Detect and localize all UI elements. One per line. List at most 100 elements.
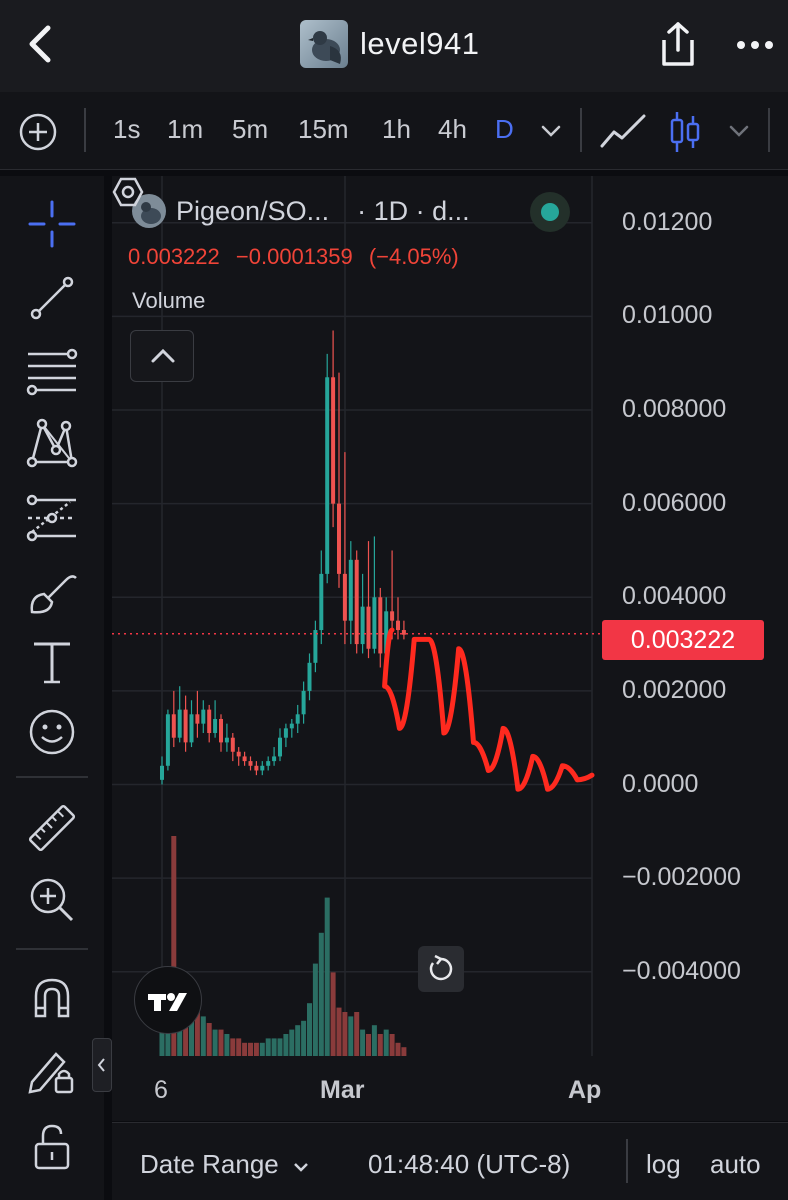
y-tick-label: 0.008000 <box>622 395 727 424</box>
candle-body <box>260 765 265 771</box>
candle-body <box>401 630 406 635</box>
candle-body <box>342 573 347 621</box>
volume-bar <box>236 1038 242 1056</box>
tradingview-logo[interactable] <box>134 966 202 1034</box>
volume-bar <box>259 1042 265 1056</box>
candle-body <box>195 714 200 724</box>
brush-icon[interactable] <box>26 566 78 618</box>
toolbar-divider <box>768 108 770 152</box>
timeframe-1h[interactable]: 1h <box>382 114 411 144</box>
line-chart-icon[interactable] <box>600 112 648 152</box>
auto-scale-toggle[interactable]: auto <box>710 1149 761 1179</box>
candle-body <box>207 709 212 734</box>
volume-bar <box>401 1047 407 1056</box>
y-tick-label: 0.01000 <box>622 301 713 330</box>
candles-icon[interactable] <box>668 108 702 156</box>
timeframe-15m[interactable]: 15m <box>298 114 349 144</box>
pigeon-icon <box>141 202 161 224</box>
y-tick-label: −0.004000 <box>622 956 741 985</box>
chevron-down-icon <box>294 1163 308 1172</box>
candle-body <box>348 559 353 621</box>
volume-bar <box>265 1038 271 1056</box>
ruler-icon[interactable] <box>26 802 78 854</box>
volume-bar <box>377 1034 383 1056</box>
drawing-tools-sidebar <box>0 176 104 1200</box>
candle-body <box>177 709 182 738</box>
rotate-icon <box>429 954 453 981</box>
volume-bar <box>354 1012 360 1056</box>
market-status-indicator[interactable] <box>530 192 570 232</box>
y-tick-label: 0.004000 <box>622 582 727 611</box>
volume-bar <box>171 836 177 1056</box>
volume-bar <box>283 1034 289 1056</box>
chevron-down-icon[interactable] <box>540 124 562 138</box>
unlock-icon[interactable] <box>26 1120 78 1172</box>
x-tick-label: 6 <box>154 1076 168 1104</box>
add-indicator-icon[interactable] <box>18 112 58 152</box>
timeframe-5m[interactable]: 5m <box>232 114 269 144</box>
legend-symbol-row[interactable]: Pigeon/SO... · 1D · d... <box>132 194 470 228</box>
candle-body <box>378 597 383 654</box>
volume-bar <box>200 1016 206 1056</box>
candle-body <box>171 714 176 738</box>
more-horizontal-icon[interactable] <box>735 38 775 52</box>
volume-bar <box>212 1029 218 1056</box>
candle-body <box>337 503 341 574</box>
lock-drawing-icon[interactable] <box>26 1044 78 1096</box>
candle-body <box>289 723 294 729</box>
candle-body <box>295 714 300 724</box>
emoji-icon[interactable] <box>26 706 78 758</box>
legend-price: 0.003222 <box>128 244 220 269</box>
volume-bar <box>189 1003 194 1056</box>
trend-line-icon[interactable] <box>26 272 78 324</box>
y-tick-label: 0.0000 <box>622 769 699 798</box>
candle-body <box>384 611 389 654</box>
volume-bar <box>383 1029 389 1056</box>
timeframe-1m[interactable]: 1m <box>167 114 204 144</box>
timeframe-1s[interactable]: 1s <box>113 114 141 144</box>
candle-body <box>396 620 400 631</box>
y-tick-label: 0.006000 <box>622 488 727 517</box>
volume-bar <box>271 1038 277 1056</box>
candle-body <box>183 709 188 743</box>
clock-timezone[interactable]: 01:48:40 (UTC-8) <box>368 1149 571 1179</box>
timeframe-d[interactable]: D <box>495 114 514 144</box>
text-tool-icon[interactable] <box>26 636 78 688</box>
candle-body <box>266 761 271 766</box>
avatar <box>300 20 348 68</box>
volume-bar <box>360 1029 366 1056</box>
fib-retracement-icon[interactable] <box>26 346 78 398</box>
volume-bar <box>224 1034 230 1056</box>
chevron-down-icon[interactable] <box>728 124 750 138</box>
forecast-icon[interactable] <box>26 492 78 544</box>
date-range-label: Date Range <box>140 1149 279 1179</box>
panel-collapse-handle[interactable] <box>92 1038 112 1092</box>
y-tick-label: 0.002000 <box>622 675 727 704</box>
pattern-icon[interactable] <box>26 418 78 470</box>
share-icon[interactable] <box>656 20 700 70</box>
reset-chart-button[interactable] <box>418 946 464 992</box>
toolbar-divider <box>84 108 86 152</box>
sidebar-divider <box>16 776 88 778</box>
candle-body <box>248 761 253 766</box>
legend-change-pct: (−4.05%) <box>368 244 459 269</box>
candle-body <box>372 597 377 649</box>
timeframe-4h[interactable]: 4h <box>438 114 467 144</box>
volume-bar <box>312 963 318 1056</box>
log-scale-toggle[interactable]: log <box>646 1149 681 1179</box>
magnet-icon[interactable] <box>26 972 78 1024</box>
price-chart[interactable]: Pigeon/SO... · 1D · d... 0.003222 −0.000… <box>112 176 788 1121</box>
collapse-legend-button[interactable] <box>130 330 194 382</box>
chart-toolbar: 1s 1m 5m 15m 1h 4h D <box>0 92 788 170</box>
candle-body <box>366 606 371 649</box>
settings-icon[interactable] <box>112 176 144 208</box>
date-range-button[interactable]: Date Range <box>140 1149 310 1180</box>
chevron-left-icon[interactable] <box>22 22 62 66</box>
sidebar-divider <box>16 948 88 950</box>
crosshair-icon[interactable] <box>26 198 78 250</box>
freehand-drawing[interactable] <box>382 627 595 792</box>
volume-bar <box>277 1038 283 1056</box>
volume-bar <box>230 1038 236 1056</box>
profile-title[interactable]: level941 <box>300 20 479 68</box>
zoom-in-icon[interactable] <box>26 874 78 926</box>
